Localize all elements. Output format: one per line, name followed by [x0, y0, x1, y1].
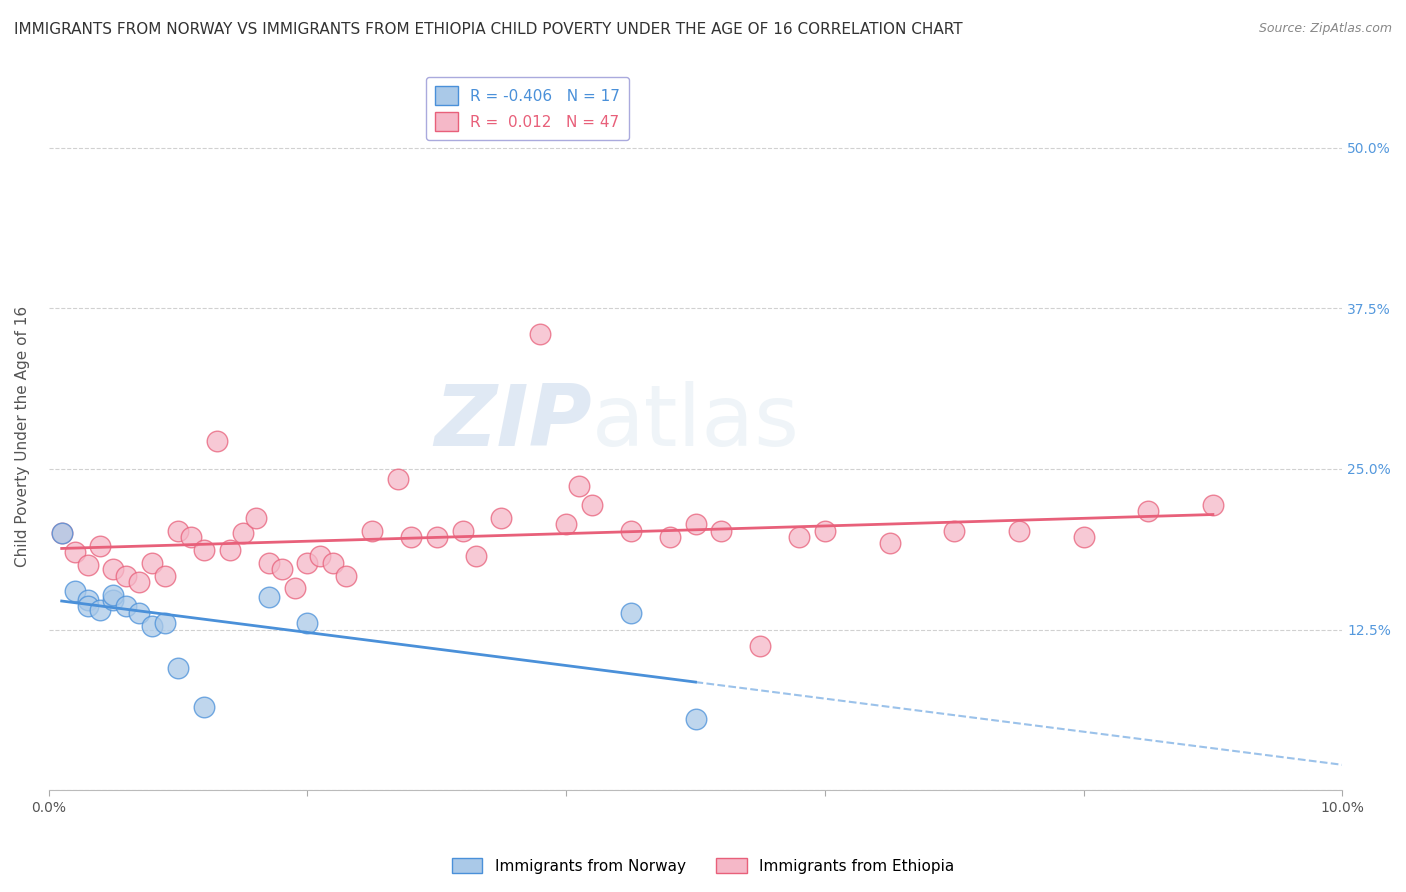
Point	[581, 498, 603, 512]
Point	[257, 556, 280, 570]
Point	[361, 524, 384, 538]
Point	[568, 478, 591, 492]
Point	[710, 524, 733, 538]
Text: atlas: atlas	[592, 381, 800, 464]
Point	[749, 639, 772, 653]
Point	[309, 549, 332, 564]
Point	[245, 510, 267, 524]
Y-axis label: Child Poverty Under the Age of 16: Child Poverty Under the Age of 16	[15, 306, 30, 567]
Point	[814, 524, 837, 538]
Point	[89, 539, 111, 553]
Point	[322, 556, 344, 570]
Point	[297, 616, 319, 631]
Point	[943, 524, 966, 538]
Point	[555, 517, 578, 532]
Point	[63, 545, 86, 559]
Point	[1202, 498, 1225, 512]
Point	[620, 524, 643, 538]
Point	[1137, 504, 1160, 518]
Point	[141, 618, 163, 632]
Point	[180, 530, 202, 544]
Point	[141, 556, 163, 570]
Point	[658, 530, 681, 544]
Point	[529, 327, 551, 342]
Point	[167, 524, 190, 538]
Point	[193, 542, 215, 557]
Point	[89, 603, 111, 617]
Point	[153, 616, 176, 631]
Point	[128, 574, 150, 589]
Point	[491, 510, 513, 524]
Point	[76, 593, 98, 607]
Point	[270, 562, 292, 576]
Point	[620, 606, 643, 620]
Point	[167, 661, 190, 675]
Point	[76, 599, 98, 614]
Point	[685, 713, 707, 727]
Point	[63, 584, 86, 599]
Legend: R = -0.406   N = 17, R =  0.012   N = 47: R = -0.406 N = 17, R = 0.012 N = 47	[426, 77, 628, 140]
Point	[218, 542, 240, 557]
Point	[1008, 524, 1031, 538]
Point	[103, 588, 125, 602]
Legend: Immigrants from Norway, Immigrants from Ethiopia: Immigrants from Norway, Immigrants from …	[446, 852, 960, 880]
Point	[115, 568, 138, 582]
Point	[128, 606, 150, 620]
Point	[297, 556, 319, 570]
Point	[283, 582, 305, 596]
Point	[257, 591, 280, 605]
Point	[51, 526, 73, 541]
Point	[464, 549, 486, 564]
Point	[787, 530, 810, 544]
Point	[76, 558, 98, 573]
Point	[115, 599, 138, 614]
Point	[387, 472, 409, 486]
Point	[153, 568, 176, 582]
Point	[1073, 530, 1095, 544]
Point	[335, 568, 357, 582]
Point	[193, 699, 215, 714]
Point	[879, 536, 901, 550]
Text: ZIP: ZIP	[434, 381, 592, 464]
Point	[103, 562, 125, 576]
Point	[426, 530, 449, 544]
Point	[205, 434, 228, 448]
Point	[232, 526, 254, 541]
Text: Source: ZipAtlas.com: Source: ZipAtlas.com	[1258, 22, 1392, 36]
Point	[51, 526, 73, 541]
Point	[451, 524, 474, 538]
Point	[399, 530, 422, 544]
Text: IMMIGRANTS FROM NORWAY VS IMMIGRANTS FROM ETHIOPIA CHILD POVERTY UNDER THE AGE O: IMMIGRANTS FROM NORWAY VS IMMIGRANTS FRO…	[14, 22, 963, 37]
Point	[685, 517, 707, 532]
Point	[103, 593, 125, 607]
